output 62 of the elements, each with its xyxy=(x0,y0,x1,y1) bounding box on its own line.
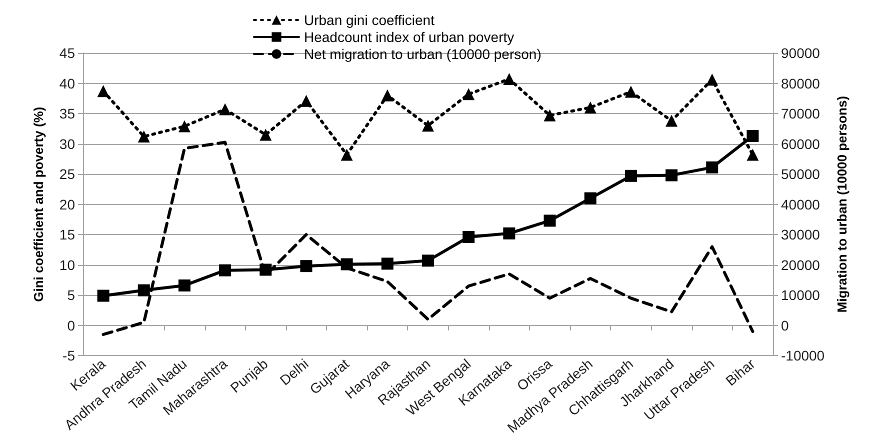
point xyxy=(178,279,190,292)
point xyxy=(706,74,718,86)
point xyxy=(624,170,637,182)
point xyxy=(462,88,475,100)
point xyxy=(178,120,190,132)
point xyxy=(260,264,272,276)
point xyxy=(746,130,759,142)
point xyxy=(219,103,232,116)
y-tick-label: 40 xyxy=(59,75,76,92)
y2-tick-label: 10000 xyxy=(781,287,820,304)
point xyxy=(666,169,678,182)
y-tick-label: -5 xyxy=(62,348,76,364)
point xyxy=(138,284,150,296)
point xyxy=(666,114,678,127)
y-tick-label: 15 xyxy=(59,226,76,243)
y2-tick-label: 60000 xyxy=(781,136,820,152)
y-tick-label: 30 xyxy=(59,136,76,152)
point xyxy=(462,231,475,244)
point xyxy=(422,120,434,132)
y-axis-title: Gini coefficient and poverty (%) xyxy=(31,106,46,302)
point xyxy=(340,258,353,270)
y-tick-label: 10 xyxy=(59,256,76,273)
point xyxy=(219,264,232,276)
point xyxy=(503,227,516,240)
point xyxy=(624,86,637,98)
y2-tick-label: 70000 xyxy=(781,106,820,122)
y-tick-label: 25 xyxy=(59,166,76,182)
point xyxy=(381,89,394,102)
point xyxy=(97,290,110,302)
y-tick-label: 45 xyxy=(59,45,76,61)
y2-tick-label: 50000 xyxy=(781,166,820,182)
point xyxy=(138,130,150,143)
point xyxy=(300,94,312,107)
y-tick-label: 5 xyxy=(67,287,76,304)
y-tick-label: 20 xyxy=(59,196,76,212)
point xyxy=(544,109,556,122)
point xyxy=(340,148,353,161)
y-tick-label: 35 xyxy=(59,106,76,122)
y2-tick-label: 20000 xyxy=(781,256,820,273)
point xyxy=(381,258,394,270)
legend-label: Net migration to urban (10000 person) xyxy=(304,46,542,62)
point xyxy=(300,260,312,272)
point xyxy=(706,161,718,174)
point xyxy=(746,148,759,161)
y2-tick-label: -10000 xyxy=(781,348,825,364)
y2-tick-label: 80000 xyxy=(781,75,820,92)
legend-label: Urban gini coefficient xyxy=(304,12,435,28)
y2-tick-label: 30000 xyxy=(781,226,820,243)
point xyxy=(97,85,110,98)
legend-label: Headcount index of urban poverty xyxy=(304,29,514,45)
y2-tick-label: 90000 xyxy=(781,45,820,61)
point xyxy=(544,214,556,227)
line-series xyxy=(102,140,754,336)
point xyxy=(503,73,516,86)
point xyxy=(260,128,272,141)
y2-tick-label: 0 xyxy=(781,317,789,334)
point xyxy=(584,101,596,114)
point xyxy=(422,254,434,267)
y-tick-label: 0 xyxy=(67,317,76,334)
point xyxy=(584,192,596,204)
y2-tick-label: 40000 xyxy=(781,196,820,212)
y2-axis-title: Migration to urban (10000 persons) xyxy=(834,96,850,313)
